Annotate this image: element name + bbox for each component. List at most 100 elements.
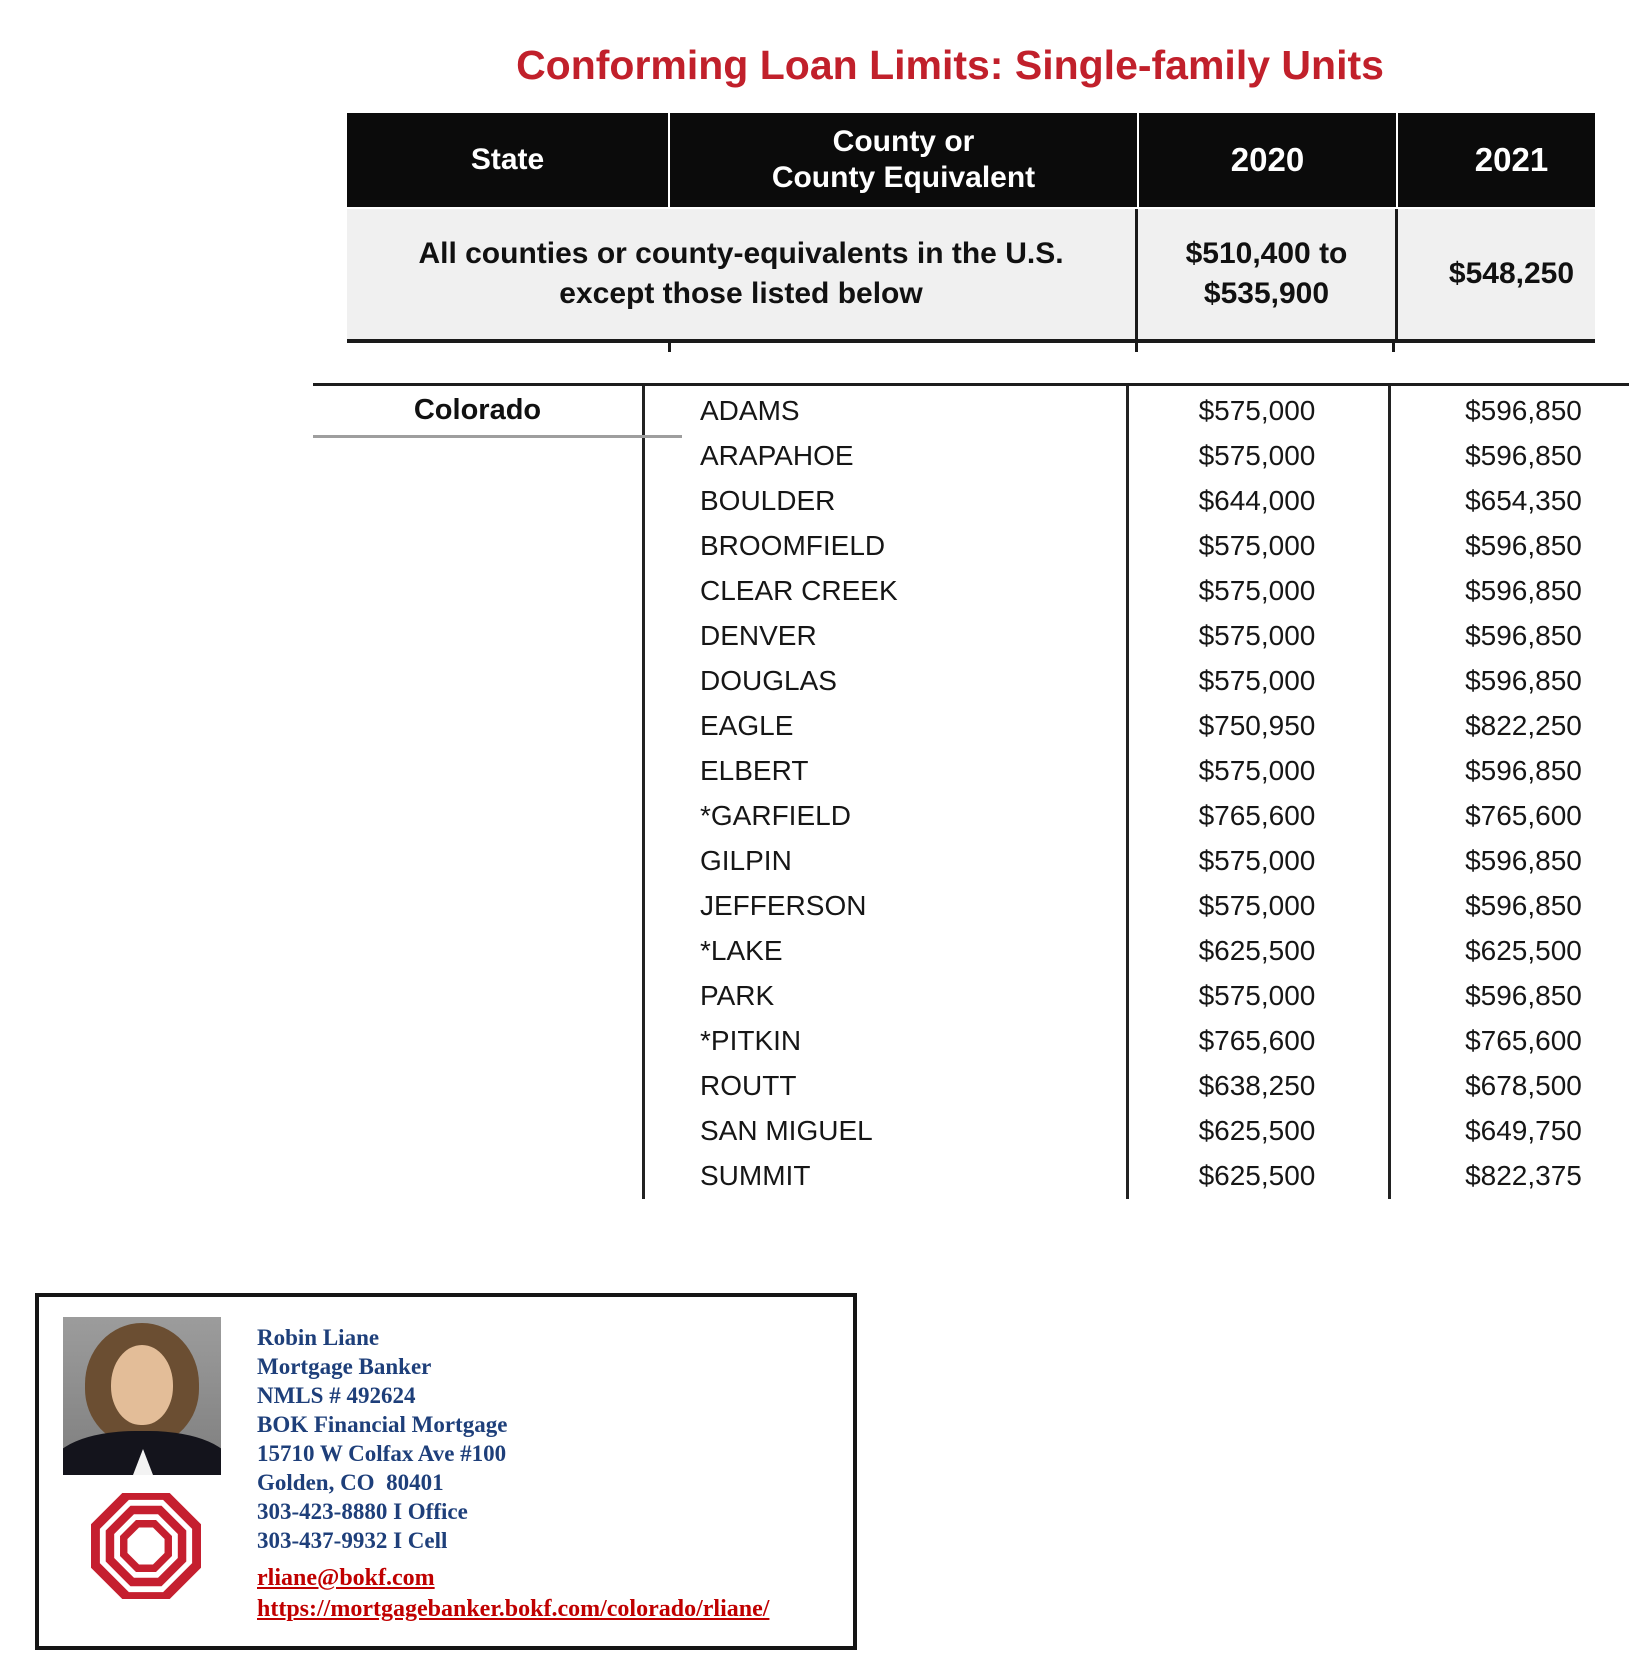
value-2021-cell: $596,850 <box>1465 395 1582 426</box>
colorado-counties-table: ADAMS $575,000 $596,850 ARAPAHOE $575,00… <box>313 383 1629 1199</box>
value-2020-cell: $625,500 <box>1198 935 1316 966</box>
card-line: 303-437-9932 I Cell <box>257 1528 448 1553</box>
table-row: *PITKIN $765,600 $765,600 <box>313 1018 1629 1063</box>
value-2021-cell: $822,250 <box>1465 710 1582 741</box>
divider-stub <box>1135 343 1138 352</box>
value-2021-cell: $822,375 <box>1465 1160 1582 1191</box>
agent-photo <box>63 1317 221 1475</box>
county-cell: SAN MIGUEL <box>700 1115 873 1146</box>
value-2021-cell: $765,600 <box>1465 800 1582 831</box>
state-cell-spacer <box>313 838 642 883</box>
table-row: DOUGLAS $575,000 $596,850 <box>313 658 1629 703</box>
table-row: JEFFERSON $575,000 $596,850 <box>313 883 1629 928</box>
value-2020-cell: $625,500 <box>1198 1115 1316 1146</box>
exception-2020-line2: $535,900 <box>1203 277 1330 310</box>
state-cell-spacer <box>313 748 642 793</box>
exception-2020-line1: $510,400 to <box>1185 237 1348 270</box>
county-cell: ARAPAHOE <box>700 440 854 471</box>
state-cell-spacer <box>313 928 642 973</box>
photo-face <box>111 1345 173 1425</box>
header-2020: 2020 <box>1137 113 1396 207</box>
page-title: Conforming Loan Limits: Single-family Un… <box>516 42 1384 88</box>
table-row: EAGLE $750,950 $822,250 <box>313 703 1629 748</box>
value-2021-cell: $596,850 <box>1465 665 1582 696</box>
exception-2020-value: $510,400 to $535,900 <box>1135 209 1395 339</box>
table-row: BROOMFIELD $575,000 $596,850 <box>313 523 1629 568</box>
card-line: Robin Liane <box>257 1325 380 1350</box>
county-cell: JEFFERSON <box>700 890 867 921</box>
table-row: ROUTT $638,250 $678,500 <box>313 1063 1629 1108</box>
website-link[interactable]: https://mortgagebanker.bokf.com/colorado… <box>257 1596 770 1622</box>
table-row: SAN MIGUEL $625,500 $649,750 <box>313 1108 1629 1153</box>
bok-financial-logo-icon <box>91 1493 201 1599</box>
exception-row: All counties or county-equivalents in th… <box>347 207 1595 343</box>
header-county: County or County Equivalent <box>668 113 1137 207</box>
county-cell: GILPIN <box>700 845 792 876</box>
table-row: ARAPAHOE $575,000 $596,850 <box>313 433 1629 478</box>
county-cell: DENVER <box>700 620 817 651</box>
state-cell-spacer <box>313 703 642 748</box>
email-link[interactable]: rliane@bokf.com <box>257 1565 435 1591</box>
value-2021-cell: $596,850 <box>1465 845 1582 876</box>
county-cell: CLEAR CREEK <box>700 575 898 606</box>
header-county-line1: County or <box>832 125 975 158</box>
state-cell-spacer <box>313 523 642 568</box>
table-row: *GARFIELD $765,600 $765,600 <box>313 793 1629 838</box>
table-row: SUMMIT $625,500 $822,375 <box>313 1153 1629 1198</box>
exception-2021-value: $548,250 <box>1395 209 1595 339</box>
divider-stub <box>1392 343 1395 352</box>
table-row: *LAKE $625,500 $625,500 <box>313 928 1629 973</box>
value-2020-cell: $575,000 <box>1198 665 1316 696</box>
state-name: Colorado <box>413 394 542 426</box>
value-2020-cell: $575,000 <box>1198 395 1316 426</box>
table-row: BOULDER $644,000 $654,350 <box>313 478 1629 523</box>
value-2020-cell: $750,950 <box>1198 710 1316 741</box>
value-2021-cell: $596,850 <box>1465 575 1582 606</box>
state-cell-spacer <box>313 478 642 523</box>
card-line: 15710 W Colfax Ave #100 <box>257 1441 507 1466</box>
county-cell: ADAMS <box>700 395 800 426</box>
state-cell-spacer <box>313 883 642 928</box>
value-2020-cell: $575,000 <box>1198 440 1316 471</box>
table-header-row: State County or County Equivalent 2020 2… <box>347 113 1595 207</box>
header-county-line2: County Equivalent <box>771 161 1036 194</box>
loan-limits-table: State County or County Equivalent 2020 2… <box>347 113 1595 352</box>
county-cell: DOUGLAS <box>700 665 837 696</box>
county-cell: *PITKIN <box>700 1025 802 1056</box>
header-2021: 2021 <box>1396 113 1595 207</box>
state-cell-spacer <box>313 433 642 478</box>
state-cell-spacer <box>313 1018 642 1063</box>
county-cell: *GARFIELD <box>700 800 851 831</box>
value-2021-cell: $596,850 <box>1465 980 1582 1011</box>
card-line: BOK Financial Mortgage <box>257 1412 508 1437</box>
state-cell-spacer <box>313 973 642 1018</box>
county-cell: EAGLE <box>700 710 794 741</box>
county-rows: ADAMS $575,000 $596,850 ARAPAHOE $575,00… <box>313 388 1629 1198</box>
value-2020-cell: $644,000 <box>1198 485 1316 516</box>
county-cell: BOULDER <box>700 485 836 516</box>
column-divider <box>1388 386 1391 1199</box>
card-text: Robin Liane Mortgage Banker NMLS # 492624 B… <box>257 1323 837 1625</box>
value-2021-cell: $678,500 <box>1465 1070 1582 1101</box>
county-cell: ROUTT <box>700 1070 797 1101</box>
column-divider <box>1126 386 1129 1199</box>
state-cell-spacer <box>313 793 642 838</box>
table-row: PARK $575,000 $596,850 <box>313 973 1629 1018</box>
value-2020-cell: $575,000 <box>1198 845 1316 876</box>
value-2020-cell: $575,000 <box>1198 575 1316 606</box>
value-2021-cell: $625,500 <box>1465 935 1582 966</box>
value-2020-cell: $638,250 <box>1198 1070 1316 1101</box>
divider-stub <box>668 343 671 352</box>
header-state: State <box>470 143 545 176</box>
state-cell-spacer <box>313 568 642 613</box>
value-2020-cell: $575,000 <box>1198 980 1316 1011</box>
county-cell: BROOMFIELD <box>700 530 886 561</box>
value-2021-cell: $596,850 <box>1465 890 1582 921</box>
state-cell-spacer <box>313 1153 642 1198</box>
business-card: Robin Liane Mortgage Banker NMLS # 492624 B… <box>35 1293 857 1650</box>
exception-label-line2: except those listed below <box>559 277 923 310</box>
value-2021-cell: $654,350 <box>1465 485 1582 516</box>
value-2020-cell: $625,500 <box>1198 1160 1316 1191</box>
card-line: Golden, CO 80401 <box>257 1470 444 1495</box>
value-2021-cell: $596,850 <box>1465 530 1582 561</box>
